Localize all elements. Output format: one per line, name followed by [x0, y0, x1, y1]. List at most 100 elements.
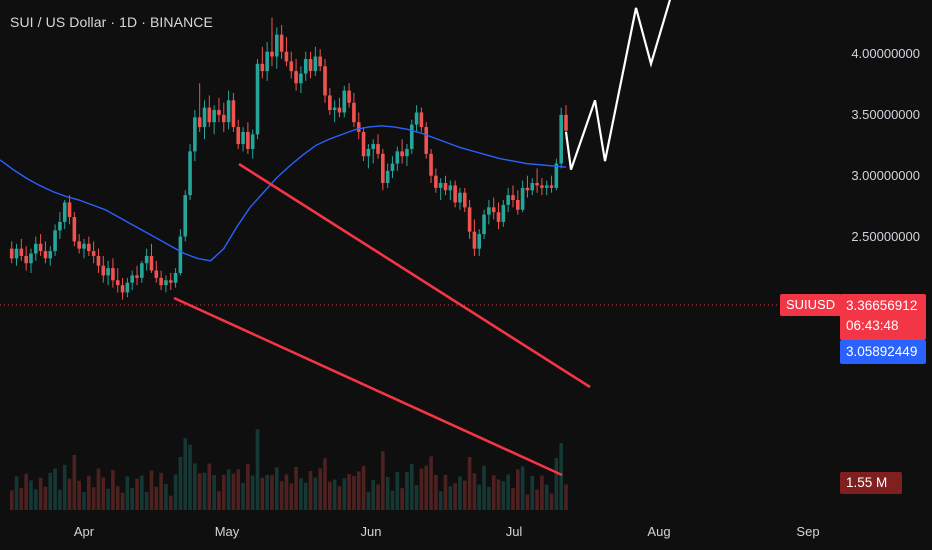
candle-body	[337, 107, 342, 113]
candle-body	[491, 207, 496, 213]
candle-body	[188, 151, 192, 196]
candlesticks	[9, 17, 568, 300]
volume-bar	[275, 467, 279, 510]
candle-body	[405, 148, 409, 157]
candle-body	[212, 110, 216, 123]
candle-body	[58, 221, 62, 231]
volume-bar	[135, 478, 139, 510]
volume-bar	[212, 475, 216, 510]
lower-trendline	[173, 296, 563, 477]
ma-line	[0, 125, 567, 262]
candle-body	[87, 243, 91, 252]
volume-bar	[29, 480, 33, 510]
volume-bar	[462, 480, 467, 510]
candle-body	[173, 272, 178, 283]
volume-bar	[308, 471, 313, 510]
candle-body	[424, 127, 429, 154]
candle-body	[289, 61, 294, 72]
candle-body	[376, 144, 380, 154]
volume-bar	[144, 491, 149, 510]
candle-body	[395, 151, 400, 164]
volume-bar	[188, 444, 192, 510]
volume-bar	[400, 488, 404, 510]
candle-body	[226, 100, 231, 123]
projection-path	[564, 0, 672, 170]
candle-body	[159, 277, 163, 286]
volume-bar	[429, 456, 433, 510]
volume-bar	[303, 482, 308, 510]
candle-body	[9, 248, 14, 259]
volume-bar	[193, 463, 197, 510]
volume-bar	[226, 469, 231, 510]
volume-bar	[270, 475, 274, 510]
candle-body	[385, 170, 390, 183]
candle-body	[91, 251, 96, 256]
candle-body	[549, 185, 554, 188]
volume-bar	[106, 488, 110, 510]
volume-bar	[477, 484, 482, 510]
volume-bar	[472, 473, 477, 510]
candle-body	[299, 73, 303, 84]
candle-body	[149, 255, 154, 271]
candle-body	[429, 153, 433, 176]
volume-bar	[19, 487, 24, 510]
volume-bar	[385, 477, 390, 510]
candle-body	[24, 255, 28, 264]
candle-body	[443, 182, 448, 191]
volume-bar	[130, 487, 134, 510]
volume-bar	[38, 477, 43, 510]
volume-bar	[376, 484, 380, 510]
volume-bar	[260, 477, 265, 510]
volume-bar	[173, 474, 178, 510]
x-tick-label: Aug	[647, 524, 671, 539]
candle-body	[467, 207, 472, 232]
volume-bar	[91, 487, 96, 510]
volume-bar	[520, 466, 525, 510]
volume-bar	[506, 474, 510, 510]
candle-body	[419, 112, 424, 128]
volume-bar	[43, 486, 48, 510]
volume-bar	[284, 474, 289, 510]
volume-bar	[347, 474, 351, 510]
candle-body	[448, 185, 453, 191]
candle-body	[294, 71, 298, 84]
candle-body	[168, 280, 173, 283]
candle-body	[34, 243, 38, 254]
volume-bar	[96, 468, 101, 510]
candle-body	[511, 195, 515, 201]
volume-bar	[487, 486, 491, 510]
x-tick-label: Jul	[505, 524, 523, 539]
volume-bar	[453, 483, 457, 510]
volume-bar	[328, 481, 332, 510]
candle-body	[347, 90, 351, 103]
candle-body	[53, 230, 57, 252]
candle-body	[342, 90, 347, 113]
volume-bar	[361, 466, 366, 510]
candle-body	[96, 255, 101, 266]
volume-bar	[496, 479, 501, 510]
y-tick-label: 4.00000000	[851, 46, 920, 62]
candle-body	[361, 131, 366, 157]
volume-bar	[250, 475, 255, 510]
candle-body	[279, 34, 284, 52]
volume-bar	[236, 469, 241, 510]
volume-bar	[482, 465, 486, 510]
x-tick-label: Sep	[796, 524, 820, 539]
candle-body	[313, 56, 318, 72]
candle-body	[193, 117, 197, 152]
candle-body	[559, 114, 563, 164]
volume-bar	[434, 475, 438, 510]
candle-body	[414, 112, 419, 125]
candle-body	[48, 251, 53, 259]
volume-bar	[313, 477, 318, 510]
candle-body	[516, 200, 520, 210]
volume-bar	[246, 464, 250, 510]
volume-bar	[149, 470, 154, 510]
volume-bar	[255, 429, 260, 510]
volume-tag: 1.55 M	[840, 472, 902, 494]
x-tick-label: May	[214, 524, 240, 539]
volume-bar	[544, 484, 549, 510]
candle-body	[554, 163, 559, 188]
candle-body	[217, 110, 221, 115]
